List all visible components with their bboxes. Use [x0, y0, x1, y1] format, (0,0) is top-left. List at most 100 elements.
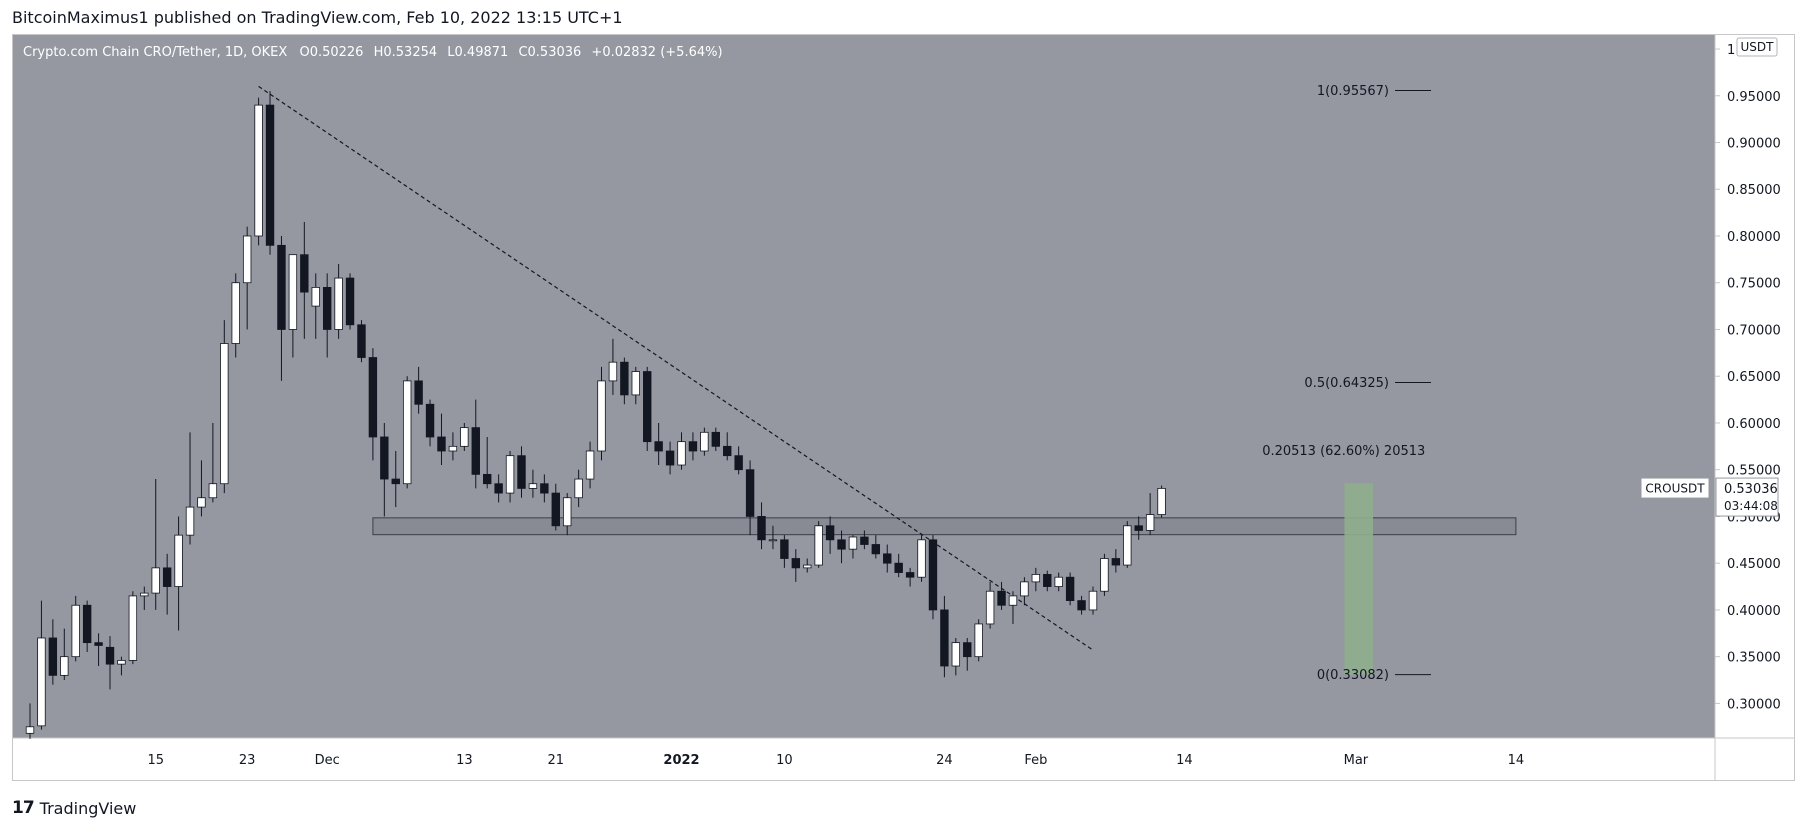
x-tick-label: 23	[239, 753, 256, 768]
candle-96	[1123, 521, 1132, 568]
candle-body	[768, 539, 778, 542]
candle-body	[620, 361, 629, 396]
candle-73	[860, 530, 869, 550]
x-axis[interactable]: 15 23 Dec 13 21 2022 10 24 Feb 14 Mar 14	[147, 753, 1524, 768]
y-tick-label: 0.65000	[1727, 370, 1781, 385]
target-box-layer: 0.20513 (62.60%) 20513	[1262, 444, 1425, 675]
y-tick-label: 0.70000	[1727, 323, 1781, 338]
candle-44	[528, 469, 538, 498]
y-tick-label: 0.90000	[1727, 137, 1781, 152]
x-tick-label: 14	[1176, 753, 1193, 768]
candle-body	[82, 604, 92, 644]
candle-32	[391, 451, 400, 508]
candle-40	[482, 436, 492, 489]
candle-22	[277, 235, 286, 381]
candle-body	[117, 660, 126, 665]
candle-21	[265, 91, 275, 255]
candle-body	[300, 254, 309, 293]
candle-body	[1123, 525, 1132, 566]
candle-body	[71, 604, 80, 658]
candle-body	[345, 277, 355, 326]
open-label: O	[299, 45, 309, 60]
candle-36	[437, 413, 446, 466]
candle-81	[951, 637, 961, 676]
plot-area[interactable]	[13, 35, 1715, 738]
currency-label[interactable]: USDT	[1736, 37, 1778, 57]
y-tick-label: 0.85000	[1727, 183, 1781, 198]
candle-body	[231, 282, 240, 344]
candle-69	[814, 521, 823, 568]
x-tick-label: Feb	[1024, 753, 1047, 768]
high-value: 0.53254	[383, 45, 437, 60]
candle-75	[883, 544, 892, 573]
y-tick-label: 0.35000	[1727, 651, 1781, 666]
high-label: H	[374, 45, 384, 60]
close-value: 0.53036	[528, 45, 582, 60]
candle-52	[620, 357, 629, 405]
candle-15	[197, 460, 206, 517]
candlestick-chart[interactable]: 0.20513 (62.60%) 20513 1(0.95567) 0.5(0.6…	[13, 35, 1794, 780]
candle-body	[208, 483, 218, 499]
candle-body	[265, 104, 275, 246]
candle-50	[597, 366, 606, 461]
candle-85	[997, 581, 1006, 610]
candle-body	[197, 497, 206, 508]
candle-6	[94, 633, 103, 667]
published-header: BitcoinMaximus1 published on TradingView…	[12, 8, 623, 27]
candle-45	[540, 474, 549, 503]
candle-body	[60, 656, 69, 676]
candle-body	[128, 595, 138, 661]
candle-47	[563, 493, 572, 536]
y-tick-label: 1	[1727, 43, 1735, 58]
candle-99	[1157, 485, 1166, 518]
candle-body	[1065, 576, 1075, 601]
candle-body	[700, 431, 709, 452]
candle-98	[1145, 493, 1155, 536]
candles-layer	[25, 91, 1166, 739]
candle-body	[288, 254, 298, 330]
candle-56	[665, 441, 675, 475]
candle-body	[711, 431, 720, 447]
candle-46	[551, 483, 560, 531]
candle-body	[437, 436, 446, 452]
candle-body	[574, 478, 583, 499]
candle-65	[768, 525, 778, 550]
fibonacci-layer: 1(0.95567) 0.5(0.64325) 0(0.33082)	[1304, 84, 1431, 683]
svg-text:Crypto.com Chain CRO/Tether, 1: Crypto.com Chain CRO/Tether, 1D, OKEX O0…	[23, 45, 723, 60]
low-value: 0.49871	[455, 45, 509, 60]
candle-body	[665, 450, 675, 466]
candle-9	[128, 591, 138, 665]
candle-12	[162, 553, 172, 615]
candle-51	[608, 338, 618, 395]
candle-19	[242, 226, 252, 330]
candle-body	[837, 539, 846, 550]
y-tick-label: 0.40000	[1727, 604, 1781, 619]
candle-body	[254, 104, 263, 237]
candle-41	[494, 474, 503, 503]
footer-brand[interactable]: 17 TradingView	[12, 798, 136, 818]
candle-82	[963, 637, 972, 671]
candle-28	[345, 273, 355, 330]
candle-54	[643, 366, 652, 452]
candle-97	[1134, 516, 1143, 540]
x-tick-label: 24	[936, 753, 953, 768]
candle-77	[905, 567, 915, 587]
candle-body	[380, 436, 389, 480]
candle-body	[517, 455, 526, 489]
candle-body	[37, 637, 46, 727]
y-tick-label: 0.30000	[1727, 697, 1781, 712]
candle-body	[460, 427, 469, 447]
candle-body	[105, 646, 115, 665]
candle-24	[300, 221, 309, 339]
y-tick-label: 0.55000	[1727, 464, 1781, 479]
candle-0	[25, 703, 35, 739]
price-tag-countdown: 03:44:08	[1724, 499, 1778, 513]
candle-95	[1111, 549, 1121, 573]
y-axis[interactable]: 0.300000.350000.400000.450000.500000.550…	[1715, 43, 1781, 712]
price-tag-value: 0.53036	[1724, 482, 1778, 497]
candle-23	[288, 254, 298, 358]
candle-body	[185, 506, 195, 536]
candle-body	[1043, 574, 1052, 587]
candle-60	[711, 427, 720, 452]
candle-body	[745, 469, 755, 517]
